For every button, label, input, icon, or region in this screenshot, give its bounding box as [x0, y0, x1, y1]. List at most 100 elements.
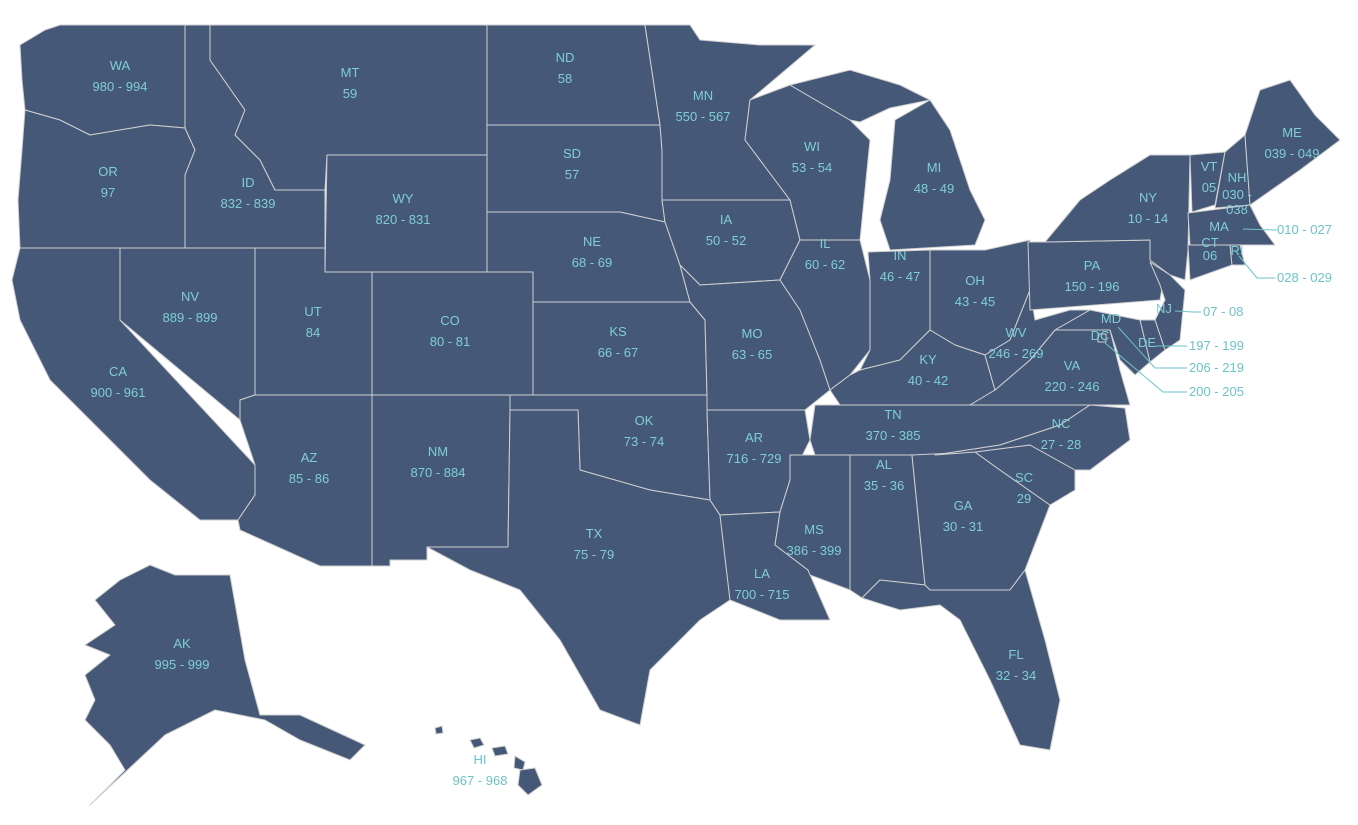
zip-range-label: 35 - 36: [864, 478, 904, 493]
state-hi[interactable]: [434, 725, 543, 796]
state-shape[interactable]: [371, 394, 511, 567]
zip-range-label: 50 - 52: [706, 233, 746, 248]
state-ri[interactable]: [1229, 244, 1246, 266]
zip-range-label: 07 - 08: [1203, 304, 1243, 319]
state-abbr-label: CT: [1201, 235, 1218, 250]
zip-range-label: 870 - 884: [411, 465, 466, 480]
state-shape[interactable]: [861, 569, 1061, 751]
state-shape[interactable]: [879, 99, 986, 251]
state-mi[interactable]: [789, 69, 986, 251]
zip-range-label: 716 - 729: [727, 451, 782, 466]
state-md[interactable]: [1054, 309, 1151, 376]
state-shape[interactable]: [84, 564, 366, 806]
state-shape[interactable]: [1229, 244, 1246, 266]
state-abbr-label: IN: [894, 248, 907, 263]
zip-range-label: 73 - 74: [624, 434, 664, 449]
state-abbr-label: KY: [919, 352, 937, 367]
state-abbr-label: OH: [965, 273, 985, 288]
state-shape[interactable]: [513, 755, 526, 771]
state-abbr-label: TN: [884, 407, 901, 422]
zip-range-label: 820 - 831: [376, 212, 431, 227]
state-fl[interactable]: [861, 569, 1061, 751]
zip-range-label: 197 - 199: [1189, 338, 1244, 353]
zip-range-label: 220 - 246: [1045, 379, 1100, 394]
state-abbr-label: NY: [1139, 190, 1157, 205]
zip-range-label: 05: [1202, 180, 1216, 195]
state-abbr-label: ID: [242, 175, 255, 190]
zip-range-label: 60 - 62: [805, 257, 845, 272]
zip-range-label: 75 - 79: [574, 547, 614, 562]
state-abbr-label: MI: [927, 160, 941, 175]
state-nd[interactable]: [486, 24, 661, 126]
state-shape[interactable]: [486, 24, 661, 126]
state-shape[interactable]: [984, 289, 1091, 391]
state-nc[interactable]: [934, 404, 1131, 471]
zip-range-label: 27 - 28: [1041, 437, 1081, 452]
state-pa[interactable]: [1027, 239, 1166, 311]
state-abbr-label: HI: [474, 752, 487, 767]
state-abbr-label: DC: [1091, 328, 1110, 343]
zip-range-label: 85 - 86: [289, 471, 329, 486]
state-abbr-label: NE: [583, 234, 601, 249]
state-tx[interactable]: [426, 409, 731, 726]
state-vt[interactable]: [1189, 151, 1226, 213]
state-shape[interactable]: [517, 767, 543, 796]
zip-range-label: 63 - 65: [732, 347, 772, 362]
state-shape[interactable]: [1244, 79, 1341, 206]
state-shape[interactable]: [426, 409, 731, 726]
state-me[interactable]: [1244, 79, 1341, 206]
state-wv[interactable]: [984, 289, 1091, 391]
zip-range-label: 039 - 049: [1265, 146, 1320, 161]
state-abbr-label: WY: [393, 191, 414, 206]
state-shape[interactable]: [434, 725, 444, 735]
leader-line: [1117, 326, 1187, 369]
state-shape[interactable]: [744, 84, 871, 241]
state-ak[interactable]: [84, 564, 366, 806]
zip-range-label: 97: [101, 185, 115, 200]
state-abbr-label: NV: [181, 289, 199, 304]
state-abbr-label: VT: [1201, 159, 1218, 174]
state-abbr-label: MS: [804, 522, 824, 537]
state-shape[interactable]: [1189, 151, 1226, 213]
state-shape[interactable]: [1054, 309, 1151, 376]
state-shape[interactable]: [1027, 239, 1166, 311]
state-dc[interactable]: [1097, 333, 1107, 343]
zip-range-label: 386 - 399: [787, 543, 842, 558]
zip-range-label: 10 - 14: [1128, 211, 1168, 226]
state-shape[interactable]: [1097, 333, 1107, 343]
state-abbr-label: SC: [1015, 470, 1033, 485]
leader-line: [1104, 342, 1187, 393]
state-abbr-label: WV: [1006, 325, 1027, 340]
state-nm[interactable]: [371, 394, 511, 567]
state-abbr-label: VA: [1064, 358, 1081, 373]
zip-range-label: 200 - 205: [1189, 384, 1244, 399]
state-abbr-label: NJ: [1156, 301, 1172, 316]
state-abbr-label: ME: [1282, 125, 1302, 140]
leader-line: [1174, 310, 1201, 313]
state-shape[interactable]: [789, 69, 931, 123]
state-shape[interactable]: [469, 737, 485, 749]
state-abbr-label: MN: [693, 88, 713, 103]
zip-range-label: 46 - 47: [880, 269, 920, 284]
state-abbr-label: LA: [754, 566, 770, 581]
zip-range-label: 900 - 961: [91, 385, 146, 400]
state-abbr-label: GA: [954, 498, 973, 513]
state-shape[interactable]: [491, 745, 509, 757]
state-abbr-label: NM: [428, 444, 448, 459]
zip-range-label: 832 - 839: [221, 196, 276, 211]
state-wi[interactable]: [744, 84, 871, 241]
state-abbr-label: MO: [742, 326, 763, 341]
state-abbr-label: WA: [110, 58, 131, 73]
zip-range-label: 150 - 196: [1065, 279, 1120, 294]
zip-range-label: 06: [1203, 248, 1217, 263]
zip-range-label: 30 - 31: [943, 519, 983, 534]
zip-range-label: 550 - 567: [676, 109, 731, 124]
zip-range-label: 43 - 45: [955, 294, 995, 309]
state-shape[interactable]: [934, 404, 1131, 471]
state-abbr-label: CA: [109, 364, 127, 379]
state-abbr-label: WI: [804, 139, 820, 154]
zip-range-label: 010 - 027: [1277, 222, 1332, 237]
state-abbr-label: FL: [1008, 647, 1023, 662]
state-abbr-label: IA: [720, 212, 733, 227]
